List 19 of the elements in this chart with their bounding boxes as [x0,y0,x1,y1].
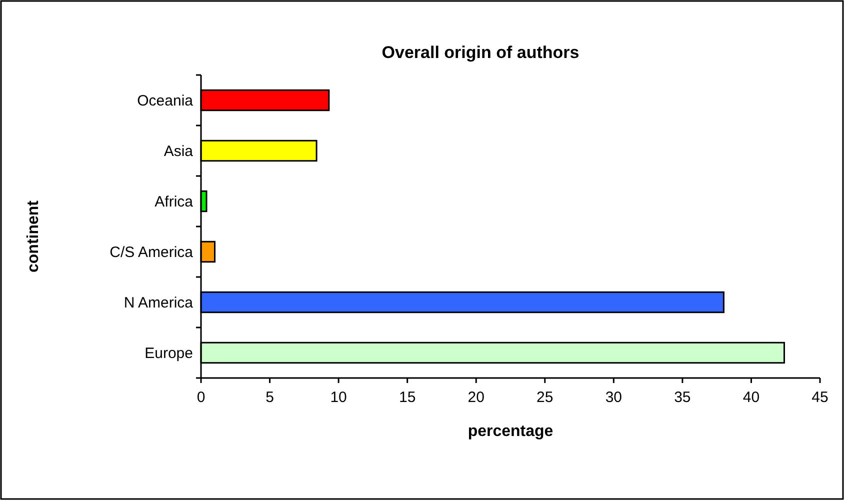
y-tick-label: N America [124,294,194,312]
x-tick-label: 30 [605,389,622,406]
y-axis-title: continent [25,200,42,272]
x-tick-label: 20 [468,389,484,406]
x-tick-label: 40 [742,389,760,406]
y-tick-label: Oceania [137,92,194,110]
y-tick-label: Asia [164,143,194,160]
x-tick-label: 25 [536,389,554,406]
x-tick-label: 10 [330,389,347,406]
x-tick-label: 5 [266,389,274,406]
chart-title: Overall origin of authors [382,43,580,62]
y-tick-label: C/S America [110,244,194,261]
x-tick-label: 35 [674,389,691,406]
x-tick-label: 45 [812,389,828,406]
x-tick-label: 15 [398,389,416,406]
y-tick-label: Africa [154,194,194,210]
y-tick-label: Europe [144,345,193,362]
x-tick-label: 0 [196,389,206,406]
x-axis-title: percentage [468,423,554,440]
